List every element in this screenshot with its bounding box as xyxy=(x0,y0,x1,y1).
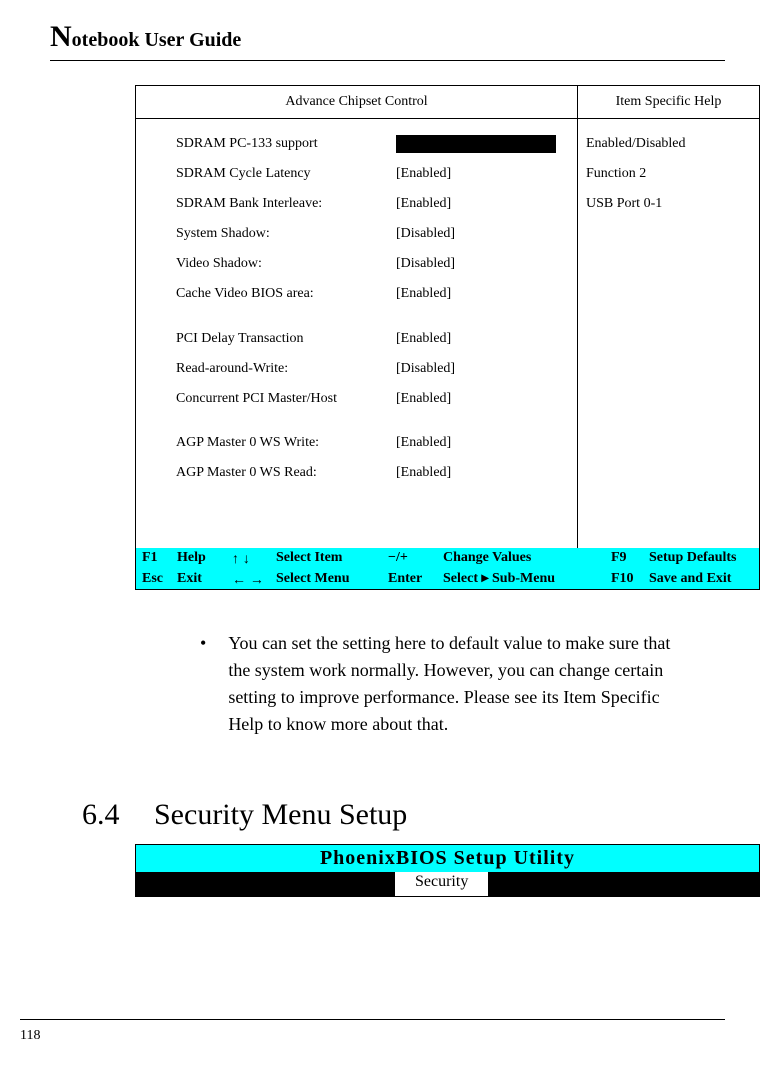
page-header: Notebook User Guide xyxy=(50,20,725,61)
setting-value[interactable]: [Enabled] xyxy=(396,189,577,219)
setting-label: SDRAM PC-133 support xyxy=(176,129,396,159)
setting-value[interactable]: [Enabled] xyxy=(396,428,577,458)
label-select-item: Select Item xyxy=(276,550,388,566)
phoenix-box: PhoenixBIOS Setup Utility Security xyxy=(135,844,760,897)
bios-body-row: SDRAM PC-133 supportSDRAM Cycle Latency[… xyxy=(136,119,760,548)
arrows-updown: ↑ ↓ xyxy=(232,550,276,566)
setting-label: Video Shadow: xyxy=(176,249,396,279)
setting-label: SDRAM Bank Interleave: xyxy=(176,189,396,219)
setting-row: SDRAM PC-133 support xyxy=(176,129,577,159)
section-heading: 6.4 Security Menu Setup xyxy=(82,798,725,832)
setting-row: Cache Video BIOS area:[Enabled] xyxy=(176,279,577,309)
label-exit: Exit xyxy=(177,571,232,587)
redacted-block xyxy=(396,135,556,153)
key-f9: F9 xyxy=(611,550,649,566)
setting-label: SDRAM Cycle Latency xyxy=(176,159,396,189)
bullet-icon: • xyxy=(200,630,206,738)
bios-help-col: Enabled/DisabledFunction 2USB Port 0-1 xyxy=(578,119,760,548)
setting-value[interactable]: [Enabled] xyxy=(396,279,577,309)
setting-label: AGP Master 0 WS Write: xyxy=(176,428,396,458)
bios-title-row: Advance Chipset Control Item Specific He… xyxy=(136,86,760,119)
setting-row: PCI Delay Transaction[Enabled] xyxy=(176,324,577,354)
setting-gap xyxy=(176,310,577,324)
setting-gap xyxy=(176,414,577,428)
setting-value[interactable]: [Enabled] xyxy=(396,458,577,488)
setting-row: System Shadow:[Disabled] xyxy=(176,219,577,249)
setting-value[interactable]: [Enabled] xyxy=(396,159,577,189)
bios-right-title: Item Specific Help xyxy=(578,86,760,119)
body-paragraph: • You can set the setting here to defaul… xyxy=(200,630,695,738)
bios-footer: F1 Help ↑ ↓ Select Item −/+ Change Value… xyxy=(136,548,760,590)
setting-row: SDRAM Bank Interleave:[Enabled] xyxy=(176,189,577,219)
label-help: Help xyxy=(177,550,232,566)
phoenix-title: PhoenixBIOS Setup Utility xyxy=(136,845,759,872)
tab-security[interactable]: Security xyxy=(394,872,489,896)
setting-label: PCI Delay Transaction xyxy=(176,324,396,354)
setting-value[interactable] xyxy=(396,129,577,159)
page-footer: 118 xyxy=(20,1019,725,1044)
setting-value[interactable]: [Enabled] xyxy=(396,384,577,414)
setting-label: AGP Master 0 WS Read: xyxy=(176,458,396,488)
section-title: Security Menu Setup xyxy=(154,798,407,831)
bios-left-title: Advance Chipset Control xyxy=(136,86,578,119)
key-f1: F1 xyxy=(142,550,177,566)
key-enter: Enter xyxy=(388,571,443,587)
arrows-leftright: ← → xyxy=(232,571,276,587)
bios-settings-col: SDRAM PC-133 supportSDRAM Cycle Latency[… xyxy=(136,119,578,548)
bios-table: Advance Chipset Control Item Specific He… xyxy=(135,85,760,590)
setting-row: SDRAM Cycle Latency[Enabled] xyxy=(176,159,577,189)
setting-value[interactable]: [Enabled] xyxy=(396,324,577,354)
section-number: 6.4 xyxy=(82,798,150,832)
setting-row: AGP Master 0 WS Write:[Enabled] xyxy=(176,428,577,458)
label-change-values: Change Values xyxy=(443,550,611,566)
label-select-submenu: Select ▸ Sub-Menu xyxy=(443,570,611,587)
header-big-n: N xyxy=(50,20,72,53)
body-text-content: You can set the setting here to default … xyxy=(228,630,695,738)
setting-row: Video Shadow:[Disabled] xyxy=(176,249,577,279)
help-line: Function 2 xyxy=(586,159,751,189)
header-rest: otebook User Guide xyxy=(72,29,242,51)
help-line: USB Port 0-1 xyxy=(586,189,751,219)
setting-label: Cache Video BIOS area: xyxy=(176,279,396,309)
setting-label: System Shadow: xyxy=(176,219,396,249)
setting-row: Read-around-Write:[Disabled] xyxy=(176,354,577,384)
setting-row: AGP Master 0 WS Read:[Enabled] xyxy=(176,458,577,488)
tab-spacer xyxy=(136,872,394,896)
key-plusminus: −/+ xyxy=(388,550,443,566)
label-setup-defaults: Setup Defaults xyxy=(649,550,753,566)
setting-value[interactable]: [Disabled] xyxy=(396,354,577,384)
label-select-menu: Select Menu xyxy=(276,571,388,587)
label-save-exit: Save and Exit xyxy=(649,571,753,587)
setting-value[interactable]: [Disabled] xyxy=(396,249,577,279)
setting-row: Concurrent PCI Master/Host[Enabled] xyxy=(176,384,577,414)
help-line: Enabled/Disabled xyxy=(586,129,751,159)
key-f10: F10 xyxy=(611,571,649,587)
setting-label: Concurrent PCI Master/Host xyxy=(176,384,396,414)
key-esc: Esc xyxy=(142,571,177,587)
page-number: 118 xyxy=(20,1028,40,1043)
setting-label: Read-around-Write: xyxy=(176,354,396,384)
phoenix-tab-bar: Security xyxy=(136,872,759,896)
setting-value[interactable]: [Disabled] xyxy=(396,219,577,249)
